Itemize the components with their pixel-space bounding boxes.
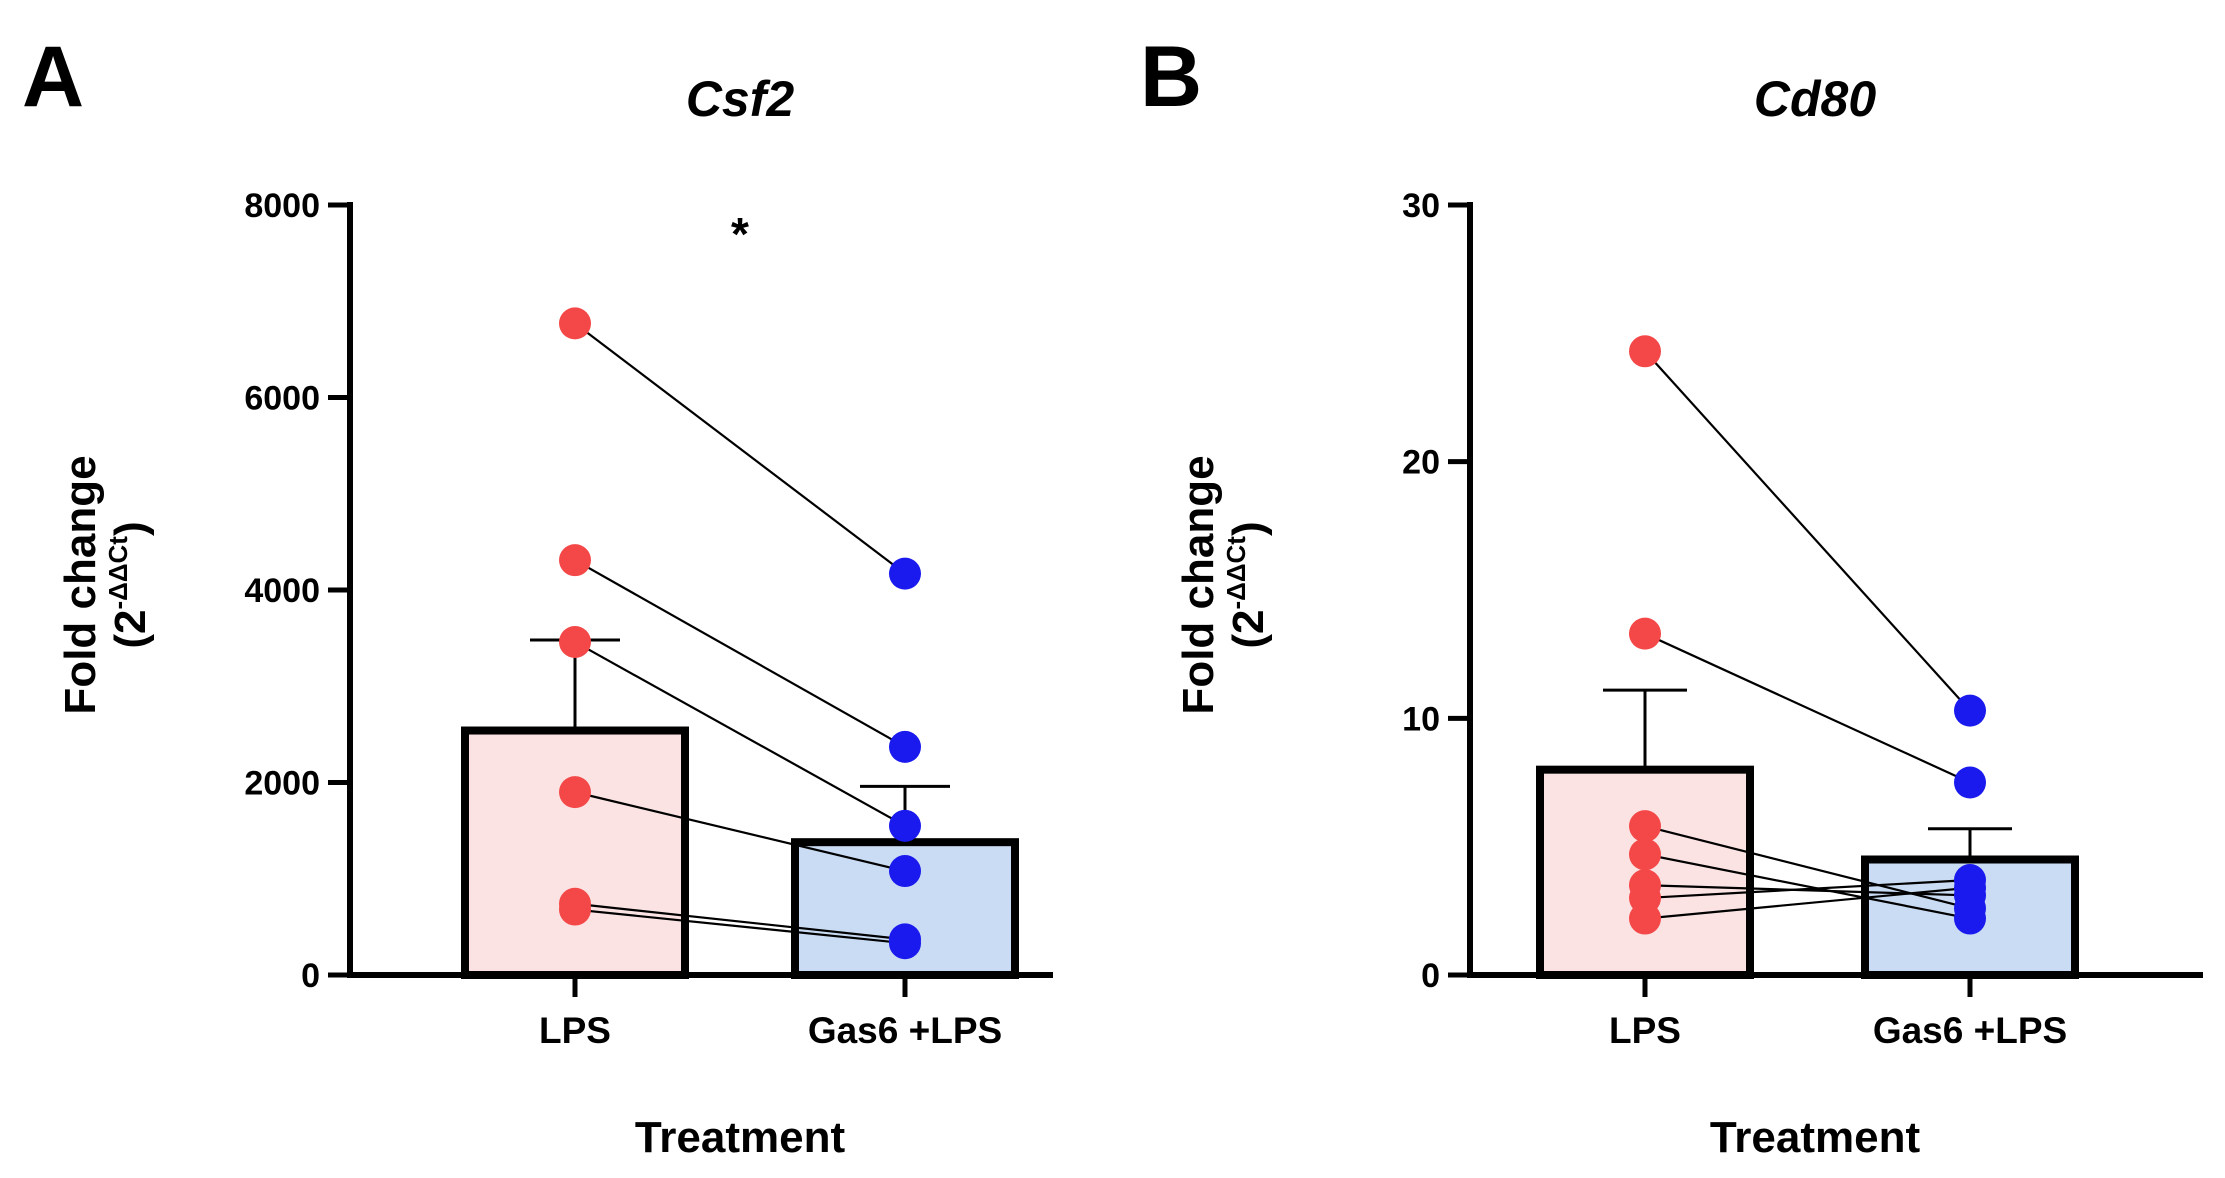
y-tick-label: 4000 <box>244 572 320 610</box>
pair-line <box>574 902 906 941</box>
data-point <box>559 544 591 577</box>
data-point <box>889 855 921 888</box>
plot-area-b: 0 10 20 30 LPS Gas6 +LPS <box>1402 187 2203 1051</box>
chart-title-b: Cd80 <box>1754 71 1876 127</box>
pair-line <box>574 559 906 748</box>
pair-line <box>1644 878 1971 900</box>
data-point <box>559 307 591 340</box>
y-tick-label: 30 <box>1402 187 1440 225</box>
y-tick-label: 10 <box>1402 700 1440 738</box>
pair-line <box>1644 886 1971 920</box>
panel-a: A Csf2 * Fold change (2-ΔΔCt) Treatment … <box>22 29 1053 1162</box>
data-point <box>559 625 591 658</box>
bar <box>461 726 689 980</box>
pair-line <box>574 908 906 945</box>
y-tick-label: 6000 <box>244 380 320 418</box>
data-point <box>889 809 921 842</box>
y-axis-label-a: Fold change <box>56 455 105 714</box>
data-point <box>1629 810 1661 843</box>
significance-marker-a: * <box>731 208 749 260</box>
data-point <box>889 927 921 960</box>
x-tick-label: LPS <box>1609 1010 1681 1051</box>
panel-letter-a: A <box>22 29 84 125</box>
pair-line <box>1644 350 1971 712</box>
data-point <box>559 893 591 926</box>
y-axis-title-b: Fold change (2-ΔΔCt) <box>1174 455 1273 714</box>
pair-line <box>1644 632 1971 784</box>
x-axis-title-a: Treatment <box>635 1113 846 1162</box>
x-tick-label: LPS <box>539 1010 611 1051</box>
y-axis-label-b: Fold change <box>1174 455 1223 714</box>
plot-area-a: 0 2000 4000 6000 8000 LPS Gas6 +LPS <box>244 187 1053 1051</box>
pair-line <box>574 322 906 575</box>
data-point <box>1954 902 1986 935</box>
y-tick-label: 0 <box>301 957 320 995</box>
y-axis-unit-b: (2-ΔΔCt) <box>1221 521 1273 648</box>
data-point <box>559 776 591 809</box>
y-tick-label: 20 <box>1402 444 1440 482</box>
data-point <box>889 557 921 590</box>
data-point <box>889 730 921 763</box>
pair-line <box>1644 853 1971 920</box>
panel-letter-b: B <box>1140 29 1202 125</box>
data-point <box>1629 838 1661 871</box>
data-point <box>1629 902 1661 935</box>
x-tick-label: Gas6 +LPS <box>1873 1010 2067 1051</box>
y-tick-label: 0 <box>1421 957 1440 995</box>
data-point <box>1954 766 1986 799</box>
y-axis-title-a: Fold change (2-ΔΔCt) <box>56 455 155 714</box>
pair-line <box>574 791 906 873</box>
y-axis-unit-a: (2-ΔΔCt) <box>103 521 155 648</box>
x-axis-title-b: Treatment <box>1710 1113 1921 1162</box>
chart-title-a: Csf2 <box>686 71 795 127</box>
data-point <box>1954 871 1986 904</box>
data-point <box>1954 694 1986 727</box>
y-tick-label: 2000 <box>244 765 320 803</box>
data-point <box>1629 617 1661 650</box>
data-point <box>1629 335 1661 368</box>
panel-b: B Cd80 Fold change (2-ΔΔCt) Treatment 0 1… <box>1140 29 2203 1162</box>
pair-line <box>574 641 906 827</box>
x-tick-label: Gas6 +LPS <box>808 1010 1002 1051</box>
y-tick-label: 8000 <box>244 187 320 225</box>
